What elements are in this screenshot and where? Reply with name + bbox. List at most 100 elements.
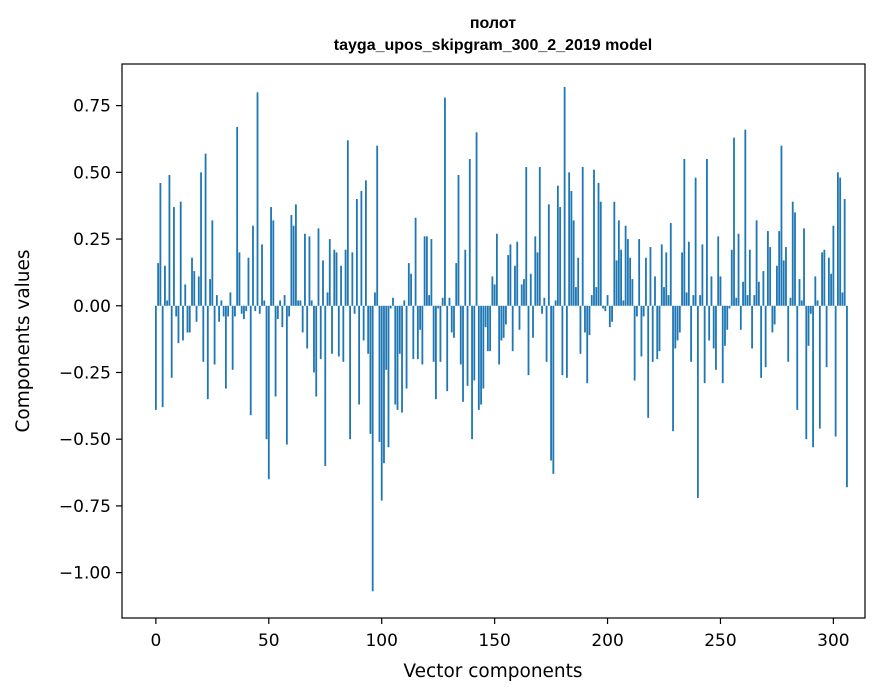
bar [846, 305, 848, 488]
bar [432, 305, 435, 362]
bar [538, 167, 541, 306]
bar [771, 305, 774, 333]
bar [717, 236, 720, 306]
bar [281, 305, 284, 328]
bar [556, 185, 559, 306]
bar [170, 305, 173, 378]
bar [371, 305, 374, 592]
y-tick-label: 0.50 [73, 163, 111, 183]
bar [365, 180, 367, 306]
bar [543, 297, 546, 306]
bar [267, 305, 270, 480]
bar [297, 300, 300, 306]
bar [274, 305, 277, 397]
bar [290, 215, 293, 306]
bar [186, 305, 189, 333]
bar [294, 204, 297, 306]
bar [276, 305, 279, 320]
bar [663, 287, 665, 306]
bar [674, 305, 677, 349]
bar [369, 305, 372, 434]
y-tick-label: 0.75 [73, 97, 111, 117]
bar [245, 305, 248, 312]
bar [389, 305, 392, 309]
bar [523, 279, 525, 306]
bar [514, 265, 516, 306]
bar [394, 305, 397, 405]
bar [516, 241, 519, 306]
chart-title: полот [470, 15, 516, 32]
bar [812, 305, 814, 448]
bar [491, 276, 494, 306]
bar [703, 305, 706, 384]
bar [412, 305, 415, 360]
bar [455, 263, 458, 306]
bar [685, 292, 688, 306]
bar [773, 305, 776, 325]
bar [565, 305, 568, 378]
bar [782, 260, 785, 306]
bar [665, 252, 668, 306]
bar [475, 132, 478, 306]
bar [202, 305, 205, 362]
bar [805, 305, 808, 440]
bar [179, 201, 182, 306]
bar [683, 159, 686, 306]
bar [288, 305, 291, 317]
bar [322, 260, 324, 306]
y-tick-label: −0.75 [59, 497, 111, 517]
bar [209, 279, 211, 306]
bar [794, 212, 796, 306]
bar [593, 169, 595, 306]
bar [511, 305, 514, 352]
bar [333, 249, 336, 306]
bar [654, 276, 656, 306]
bar [559, 207, 562, 306]
bar [827, 257, 830, 306]
bar [500, 305, 503, 341]
bar [584, 305, 586, 333]
bar [342, 305, 345, 362]
bar [638, 239, 641, 306]
bar [631, 279, 634, 306]
bar [579, 305, 582, 354]
bar [816, 300, 819, 306]
bar [841, 292, 844, 306]
bar [437, 305, 440, 309]
bar [507, 255, 510, 306]
bar [687, 241, 690, 306]
bar [340, 265, 342, 306]
bar [457, 175, 460, 306]
bar [477, 305, 480, 410]
bar [728, 305, 731, 309]
bar [466, 305, 469, 386]
bar [166, 300, 169, 306]
bar [306, 305, 309, 349]
bar [529, 273, 532, 306]
bar [620, 249, 622, 306]
bar [498, 305, 501, 365]
bar [696, 305, 699, 498]
bar [299, 300, 302, 306]
bar [351, 252, 354, 306]
bar [785, 247, 787, 306]
bar [622, 300, 625, 306]
bar [396, 305, 399, 410]
bar [331, 305, 333, 354]
bar [642, 305, 645, 317]
bar [355, 199, 358, 306]
bar [550, 305, 552, 461]
bar [317, 228, 320, 306]
bar [739, 305, 742, 330]
bar [710, 276, 713, 306]
bar [173, 207, 175, 306]
bar [834, 305, 837, 437]
bar [766, 231, 769, 306]
bar [213, 305, 216, 365]
bar [193, 271, 196, 306]
bar [206, 305, 209, 400]
bar [380, 305, 383, 501]
bar [243, 305, 245, 320]
bar [502, 305, 505, 338]
